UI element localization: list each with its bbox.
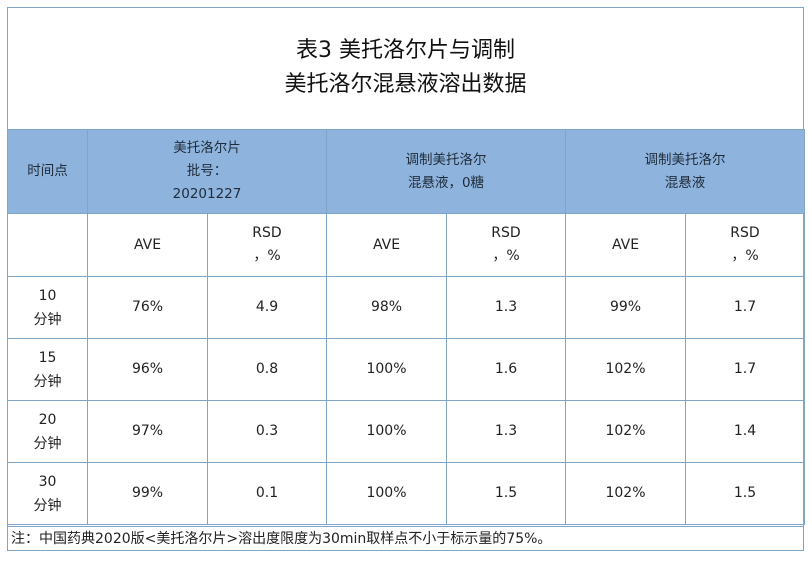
value-cell: 1.3 — [446, 276, 566, 339]
rsd-unit: ，% — [492, 248, 520, 264]
value-cell: 102% — [565, 400, 686, 463]
time-value: 30 — [38, 473, 57, 490]
header-row: 时间点 美托洛尔片 批号： 20201227 调制美托洛尔 混悬液，0糖 调制美… — [7, 129, 805, 214]
table-footnote: 注：中国药典2020版<美托洛尔片>溶出度限度为30min取样点不小于标示量的7… — [7, 526, 804, 551]
header-group-suspension-line: 混悬液 — [664, 174, 706, 191]
title-line-1: 表3 美托洛尔片与调制 — [296, 38, 515, 63]
time-cell: 20 分钟 — [7, 400, 88, 463]
header-group-tablet-line: 美托洛尔片 — [173, 140, 241, 156]
value-cell: 99% — [87, 462, 208, 525]
time-value: 20 — [38, 411, 57, 428]
header-group-suspension-line: 调制美托洛尔 — [644, 151, 726, 168]
value-cell: 1.5 — [685, 462, 805, 525]
title-line-2: 美托洛尔混悬液溶出数据 — [284, 72, 527, 97]
value-cell: 1.3 — [446, 400, 566, 463]
table-row: 10 分钟 76% 4.9 98% 1.3 99% 1.7 — [7, 276, 805, 339]
subheader-ave: AVE — [87, 213, 208, 277]
subheader-ave: AVE — [565, 213, 686, 277]
subheader-rsd: RSD ，% — [685, 213, 805, 277]
header-group-suspension-nosugar-line: 混悬液，0糖 — [407, 174, 485, 191]
value-cell: 100% — [326, 462, 447, 525]
subheader-rsd: RSD ，% — [207, 213, 327, 277]
header-group-suspension-nosugar: 调制美托洛尔 混悬液，0糖 — [326, 129, 566, 214]
time-unit: 分钟 — [33, 435, 62, 452]
subheader-empty-cell — [7, 213, 88, 277]
time-cell: 10 分钟 — [7, 276, 88, 339]
header-group-tablet-line: 20201227 — [172, 186, 242, 202]
rsd-label: RSD — [491, 225, 521, 241]
header-group-suspension: 调制美托洛尔 混悬液 — [565, 129, 805, 214]
subheader-rsd: RSD ，% — [446, 213, 566, 277]
value-cell: 1.6 — [446, 338, 566, 401]
table-row: 30 分钟 99% 0.1 100% 1.5 102% 1.5 — [7, 462, 805, 525]
value-cell: 1.7 — [685, 276, 805, 339]
time-cell: 30 分钟 — [7, 462, 88, 525]
time-unit: 分钟 — [33, 311, 62, 328]
time-value: 15 — [38, 349, 57, 366]
value-cell: 97% — [87, 400, 208, 463]
dissolution-table: 时间点 美托洛尔片 批号： 20201227 调制美托洛尔 混悬液，0糖 调制美… — [7, 129, 805, 525]
rsd-label: RSD — [252, 225, 282, 241]
value-cell: 96% — [87, 338, 208, 401]
header-time: 时间点 — [7, 129, 88, 214]
value-cell: 99% — [565, 276, 686, 339]
value-cell: 100% — [326, 400, 447, 463]
value-cell: 1.4 — [685, 400, 805, 463]
header-group-suspension-nosugar-line: 调制美托洛尔 — [405, 151, 487, 168]
time-unit: 分钟 — [33, 373, 62, 390]
table-title: 表3 美托洛尔片与调制 美托洛尔混悬液溶出数据 — [7, 7, 804, 129]
rsd-unit: ，% — [253, 248, 281, 264]
value-cell: 102% — [565, 338, 686, 401]
value-cell: 1.5 — [446, 462, 566, 525]
time-value: 10 — [38, 287, 57, 304]
subheader-row: AVE RSD ，% AVE RSD ，% AVE RSD ，% — [7, 213, 805, 277]
value-cell: 76% — [87, 276, 208, 339]
header-group-tablet-line: 批号： — [186, 163, 228, 179]
value-cell: 0.1 — [207, 462, 327, 525]
time-unit: 分钟 — [33, 497, 62, 514]
table-row: 20 分钟 97% 0.3 100% 1.3 102% 1.4 — [7, 400, 805, 463]
value-cell: 0.3 — [207, 400, 327, 463]
header-group-tablet: 美托洛尔片 批号： 20201227 — [87, 129, 327, 214]
table-row: 15 分钟 96% 0.8 100% 1.6 102% 1.7 — [7, 338, 805, 401]
value-cell: 1.7 — [685, 338, 805, 401]
value-cell: 0.8 — [207, 338, 327, 401]
time-cell: 15 分钟 — [7, 338, 88, 401]
rsd-unit: ，% — [731, 248, 759, 264]
value-cell: 102% — [565, 462, 686, 525]
value-cell: 98% — [326, 276, 447, 339]
value-cell: 100% — [326, 338, 447, 401]
rsd-label: RSD — [730, 225, 760, 241]
value-cell: 4.9 — [207, 276, 327, 339]
subheader-ave: AVE — [326, 213, 447, 277]
